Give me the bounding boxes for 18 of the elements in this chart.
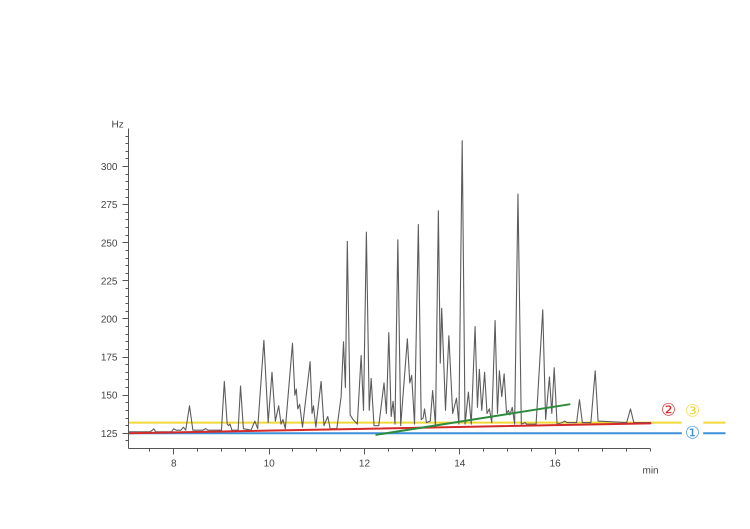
y-tick-label: 300: [100, 162, 118, 174]
y-tick-label: 275: [100, 200, 118, 212]
ref-line-label: ③: [684, 401, 700, 422]
x-tick-label: 10: [264, 458, 276, 470]
series-label: ②: [660, 400, 676, 420]
ref-line-label: ①: [684, 423, 700, 444]
y-tick-label: 250: [100, 238, 118, 250]
x-tick-label: 16: [550, 458, 562, 470]
y-tick-label: 225: [100, 276, 118, 288]
y-tick-label: 150: [100, 390, 118, 402]
y-axis-title: Hz: [112, 120, 124, 130]
y-tick-label: 200: [100, 314, 118, 326]
x-axis-title: min: [642, 466, 659, 476]
y-tick-label: 175: [100, 352, 118, 364]
y-tick-label: 125: [100, 428, 118, 440]
x-tick-label: 12: [358, 458, 370, 470]
x-tick-label: 8: [171, 458, 178, 470]
x-tick-label: 14: [454, 458, 466, 470]
